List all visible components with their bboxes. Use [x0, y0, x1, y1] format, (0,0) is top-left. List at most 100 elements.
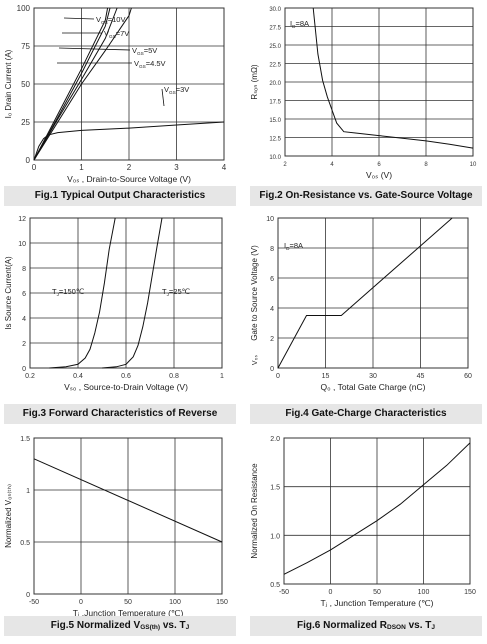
annotation-label: ID=8A — [290, 19, 309, 29]
x-tick-label: 1 — [220, 373, 224, 380]
y-tick-label: 2 — [22, 341, 26, 348]
caption-fig5-sub2: J — [185, 624, 190, 631]
y-tick-label: 4 — [22, 316, 26, 323]
series-line-1 — [49, 217, 116, 369]
y-tick-label: 0 — [26, 592, 30, 599]
x-tick-label: 100 — [169, 599, 181, 606]
x-tick-label: 30 — [369, 373, 377, 380]
x-tick-label: 6 — [377, 162, 381, 168]
chart-fig1: 0 1 2 3 4 0 25 50 75 100 VGS=10V VGS=7V VGS=5V VGS=4.… — [4, 2, 236, 184]
y-tick-label: 6 — [22, 291, 26, 298]
x-tick-label: 100 — [418, 589, 430, 596]
y-tick-label: 1.0 — [270, 533, 280, 540]
x-tick-label: 50 — [373, 589, 381, 596]
y-tick-label: 20.0 — [269, 81, 281, 87]
fig2-plot: 2 4 6 8 10 10.0 12.5 15.0 17.5 20.0 22.5 25.0 27.5 30… — [250, 7, 477, 180]
x-tick-label: 10 — [470, 162, 477, 168]
y-tick-label: 1.5 — [270, 485, 280, 492]
chart-fig3: 0.2 0.4 0.6 0.8 1 0 2 4 6 8 10 12 TJ=150℃ TJ=25℃ Vₛ₀ ,… — [4, 210, 236, 392]
series-line-5 — [33, 121, 225, 161]
x-tick-label: 4 — [222, 163, 227, 172]
chart-fig2: 2 4 6 8 10 10.0 12.5 15.0 17.5 20.0 22.5 25.0 27.5 30… — [250, 2, 482, 184]
y-axis-label: Gate to Source Voltage (V) — [250, 245, 259, 341]
y-tick-label: 15.0 — [269, 118, 281, 124]
x-axis-label: Tⱼ ,Junction Temperature (℃) — [73, 608, 184, 618]
series-line-1 — [277, 217, 453, 369]
y-tick-label: 0.5 — [20, 540, 30, 547]
y-tick-label: 27.5 — [269, 26, 281, 32]
annotation-label: VGS=10V — [96, 15, 125, 25]
y-tick-label: 10 — [266, 216, 274, 223]
x-axis-label: V₀ₛ , Drain-to-Source Voltage (V) — [67, 174, 191, 184]
y-tick-label: 8 — [22, 266, 26, 273]
caption-fig4: Fig.4 Gate-Charge Characteristics — [250, 404, 482, 424]
x-axis-label: V₀ₛ (V) — [366, 170, 392, 180]
x-tick-label: 50 — [124, 599, 132, 606]
caption-fig6-sub: DSON — [387, 624, 406, 631]
annotation-label: TJ=25℃ — [162, 287, 191, 297]
y-tick-label: 1 — [26, 488, 30, 495]
caption-fig2: Fig.2 On-Resistance vs. Gate-Source Volt… — [250, 186, 482, 206]
x-tick-label: 150 — [216, 599, 228, 606]
y-tick-label: 0 — [270, 366, 274, 373]
annotation-label: VGS=5V — [132, 46, 157, 56]
y-tick-label: 12 — [18, 216, 26, 223]
series-line-4 — [33, 7, 132, 161]
x-tick-label: 0 — [329, 589, 333, 596]
x-tick-label: 0.2 — [25, 373, 35, 380]
y-tick-label: 50 — [21, 80, 30, 89]
x-axis-label: Tⱼ , Junction Temperature (℃) — [321, 598, 434, 608]
y-tick-label: 12.5 — [269, 137, 281, 143]
y-tick-label: 2 — [270, 336, 274, 343]
x-tick-label: 0.4 — [73, 373, 83, 380]
chart-fig4: 0 15 30 45 60 0 2 4 6 8 10 ID=8A Q₀ , Total Gate Cha… — [250, 210, 482, 392]
y-tick-label: 17.5 — [269, 100, 281, 106]
series-line-1 — [283, 442, 471, 575]
y-tick-label: 0 — [26, 156, 31, 165]
series-line-1 — [33, 458, 223, 543]
caption-fig5: Fig.5 Normalized VGS(th) vs. TJ — [4, 616, 236, 636]
x-tick-label: 3 — [174, 163, 179, 172]
x-tick-label: 0.8 — [169, 373, 179, 380]
x-tick-label: 4 — [330, 162, 334, 168]
fig6-plot: -50 0 50 100 150 0.5 1.0 1.5 2.0 Tⱼ , Junction Te… — [250, 436, 476, 608]
x-tick-label: 60 — [464, 373, 472, 380]
annotation-label: VGS=7V — [104, 29, 129, 39]
annotation-leader — [63, 17, 95, 20]
x-tick-label: 0.6 — [121, 373, 131, 380]
y-tick-label: 2.0 — [270, 436, 280, 443]
y-tick-label: 4 — [270, 306, 274, 313]
annotation-label: ID=8A — [284, 241, 303, 251]
annotation-label: VGS=3V — [164, 85, 189, 95]
x-tick-label: 0 — [32, 163, 37, 172]
caption-fig1: Fig.1 Typical Output Characteristics — [4, 186, 236, 206]
y-tick-label: 100 — [17, 4, 31, 13]
x-tick-label: 150 — [464, 589, 476, 596]
series-line-1 — [312, 7, 474, 149]
x-tick-label: 0 — [276, 373, 280, 380]
x-tick-label: -50 — [279, 589, 289, 596]
series-line-2 — [101, 217, 163, 369]
y-tick-label: 25 — [21, 118, 30, 127]
caption-fig3: Fig.3 Forward Characteristics of Reverse — [4, 404, 236, 424]
annotation-leader — [161, 88, 165, 107]
annotation-leader — [58, 47, 131, 51]
series-line-1 — [33, 7, 109, 161]
x-tick-label: -50 — [29, 599, 39, 606]
y-axis-label: I₀ Drain Current (A) — [4, 49, 13, 118]
y-tick-label: 75 — [21, 42, 30, 51]
x-tick-label: 0 — [79, 599, 83, 606]
y-tick-label: 10 — [18, 241, 26, 248]
y-tick-label: 22.5 — [269, 63, 281, 69]
x-tick-label: 15 — [322, 373, 330, 380]
series-line-2 — [33, 7, 111, 161]
y-axis-label: Rₛₒₙ (mΩ) — [250, 64, 259, 100]
caption-fig6: Fig.6 Normalized RDSON vs. TJ — [250, 616, 482, 636]
chart-fig6: -50 0 50 100 150 0.5 1.0 1.5 2.0 Tⱼ , Junction Te… — [250, 428, 482, 608]
x-tick-label: 8 — [424, 162, 428, 168]
caption-fig5-pre: Fig.5 Normalized V — [50, 620, 141, 631]
x-axis-label: Q₀ , Total Gate Charge (nC) — [321, 382, 426, 392]
